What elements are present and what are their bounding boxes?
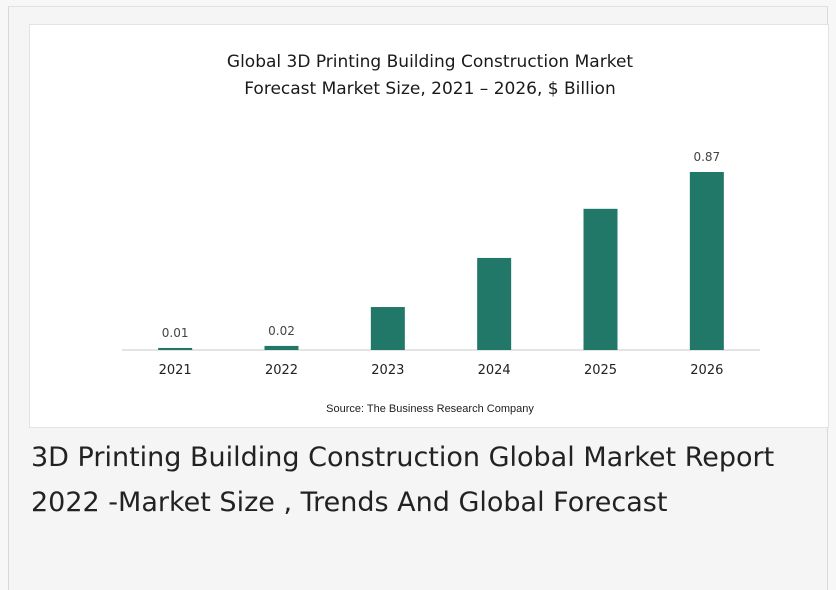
bar-2021 xyxy=(158,347,193,350)
bar-2026 xyxy=(689,172,724,350)
data-label-2026: 0.87 xyxy=(693,150,720,164)
chart-card: Global 3D Printing Building Construction… xyxy=(29,24,829,428)
page-frame: Global 3D Printing Building Construction… xyxy=(8,6,829,590)
chart-title-line-1: Global 3D Printing Building Construction… xyxy=(226,52,634,72)
x-tick-label-2022: 2022 xyxy=(265,363,298,378)
x-tick-label-2025: 2025 xyxy=(584,363,617,378)
x-tick-label-2021: 2021 xyxy=(159,363,192,378)
bar-2025 xyxy=(583,208,618,350)
chart-title: Global 3D Printing Building Construction… xyxy=(30,49,830,103)
report-headline[interactable]: 3D Printing Building Construction Global… xyxy=(31,442,775,518)
x-tick-label-2024: 2024 xyxy=(478,363,511,378)
bar-2024 xyxy=(477,257,512,350)
x-tick-label-2026: 2026 xyxy=(690,363,723,378)
x-tick-label-2023: 2023 xyxy=(371,363,404,378)
chart-source: Source: The Business Research Company xyxy=(326,403,534,415)
bar-chart: 2021 0.01 2022 0.02 2023 2024 2025 2026 0.87 xyxy=(122,150,760,378)
data-label-2022: 0.02 xyxy=(268,324,295,338)
bar-2023 xyxy=(370,307,405,350)
data-label-2021: 0.01 xyxy=(162,326,189,340)
chart-title-line-2: Forecast Market Size, 2021 – 2026, $ Bil… xyxy=(244,79,616,99)
bar-2022 xyxy=(264,345,299,350)
